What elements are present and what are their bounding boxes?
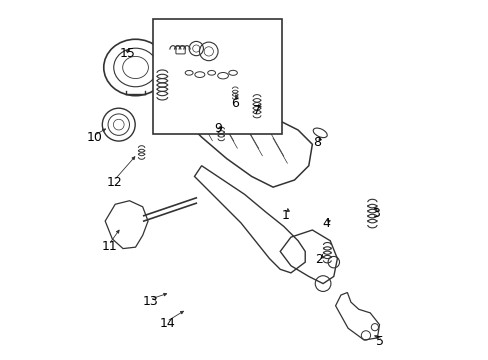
Text: 3: 3 [372, 207, 380, 220]
Text: 6: 6 [230, 97, 238, 110]
Text: 11: 11 [102, 240, 117, 253]
Text: 2: 2 [315, 253, 323, 266]
Text: 13: 13 [142, 295, 158, 308]
Text: 4: 4 [322, 217, 329, 230]
Text: 9: 9 [214, 122, 222, 135]
Text: 10: 10 [86, 131, 102, 144]
Text: 1: 1 [281, 209, 288, 222]
Text: 8: 8 [312, 136, 321, 149]
Text: 5: 5 [375, 335, 383, 348]
Text: 12: 12 [107, 176, 122, 189]
Text: 14: 14 [159, 317, 175, 330]
Text: 15: 15 [119, 48, 135, 60]
Text: 7: 7 [253, 104, 261, 117]
Bar [153, 19, 282, 134]
